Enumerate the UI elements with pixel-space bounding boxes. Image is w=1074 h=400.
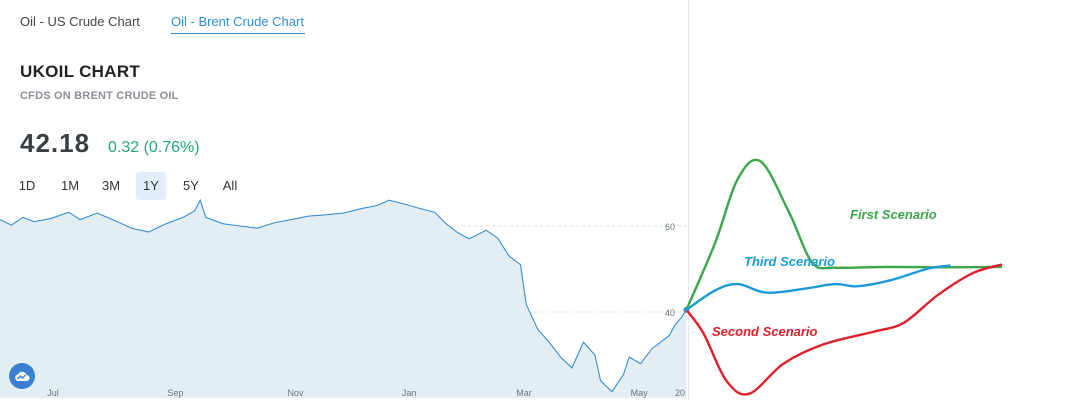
range-all-button[interactable]: All	[222, 178, 238, 193]
x-tick-label: Sep	[167, 388, 183, 398]
range-5y-button[interactable]: 5Y	[183, 178, 199, 193]
y-tick-label: 60	[665, 222, 675, 232]
first-scenario-line	[685, 158, 1003, 312]
range-1d-button[interactable]: 1D	[18, 178, 36, 193]
tab-brent-crude[interactable]: Oil - Brent Crude Chart	[171, 14, 304, 29]
x-tick-label: Mar	[516, 388, 532, 398]
price-change: 0.32 (0.76%)	[108, 139, 200, 156]
x-tick-label: Jul	[47, 388, 59, 398]
third-scenario-label: Third Scenario	[744, 254, 835, 269]
cloud-icon	[15, 371, 30, 381]
range-1y-button[interactable]: 1Y	[136, 172, 166, 200]
x-tick-label-end: 20	[675, 388, 685, 398]
y-tick-label: 40	[665, 308, 675, 318]
x-tick-label: Jan	[402, 388, 417, 398]
third-scenario-line	[685, 264, 951, 312]
x-tick-label: Nov	[287, 388, 304, 398]
price-area	[0, 200, 687, 398]
last-price: 42.18	[20, 128, 91, 158]
range-1m-button[interactable]: 1M	[60, 178, 80, 193]
tradingview-logo[interactable]	[9, 363, 35, 389]
symbol-title: UKOIL CHART	[20, 62, 141, 81]
price-line	[0, 198, 687, 393]
tab-us-crude[interactable]: Oil - US Crude Chart	[20, 14, 140, 29]
x-tick-label: May	[631, 388, 649, 398]
second-scenario-label: Second Scenario	[712, 324, 818, 339]
second-scenario-line	[685, 263, 1003, 396]
symbol-subtitle: CFDS ON BRENT CRUDE OIL	[20, 90, 179, 102]
first-scenario-label: First Scenario	[850, 207, 937, 222]
active-tab-underline	[171, 33, 305, 34]
range-3m-button[interactable]: 3M	[101, 178, 121, 193]
